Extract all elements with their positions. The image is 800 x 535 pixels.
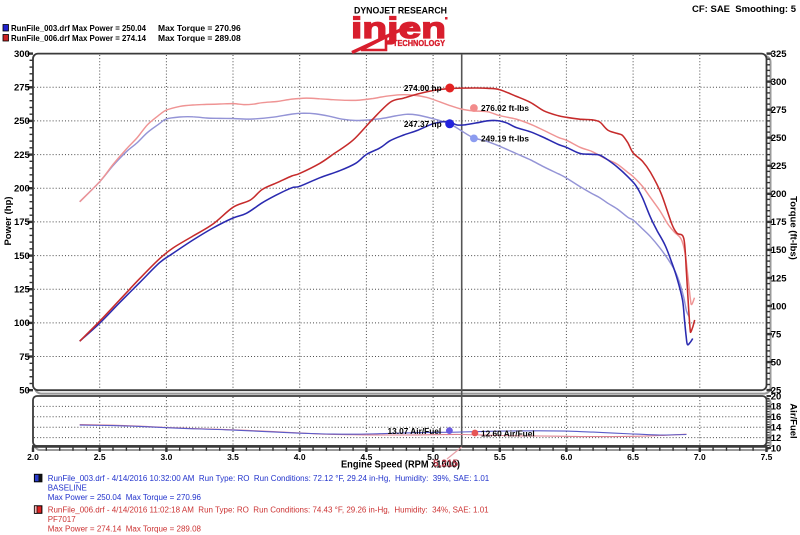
svg-text:6.0: 6.0 <box>560 452 572 462</box>
svg-text:18: 18 <box>771 402 782 413</box>
svg-text:Max Torque = 289.08: Max Torque = 289.08 <box>158 33 241 43</box>
svg-text:20: 20 <box>771 391 782 402</box>
svg-text:250: 250 <box>14 116 30 127</box>
svg-text:3.5: 3.5 <box>227 452 239 462</box>
svg-text:CF: SAE Smoothing: 5: CF: SAE Smoothing: 5 <box>692 4 797 15</box>
svg-text:Max Power = 274.14 Max Torque: Max Power = 274.14 Max Torque = 289.08 <box>48 524 202 533</box>
svg-text:PF7017: PF7017 <box>48 515 77 524</box>
svg-text:274.00 hp: 274.00 hp <box>404 83 444 93</box>
svg-text:Max Torque = 270.96: Max Torque = 270.96 <box>158 23 241 33</box>
svg-text:2.0: 2.0 <box>27 452 39 462</box>
svg-text:325: 325 <box>771 49 788 60</box>
svg-text:RunFile_003.drf - 4/14/2016 10: RunFile_003.drf - 4/14/2016 10:32:00 AM … <box>48 474 490 483</box>
svg-text:Air/Fuel: Air/Fuel <box>788 403 799 438</box>
svg-text:50: 50 <box>771 357 782 368</box>
svg-text:12: 12 <box>771 433 782 444</box>
svg-text:injen: injen <box>351 12 446 45</box>
svg-text:125: 125 <box>14 285 31 296</box>
svg-text:200: 200 <box>14 184 30 195</box>
svg-text:4.0: 4.0 <box>294 452 306 462</box>
svg-text:5.0: 5.0 <box>427 452 439 462</box>
svg-text:300: 300 <box>14 49 30 60</box>
svg-text:16: 16 <box>771 412 782 423</box>
svg-text:150: 150 <box>771 245 787 256</box>
svg-text:Power (hp): Power (hp) <box>3 196 14 245</box>
svg-text:276.02 ft-lbs: 276.02 ft-lbs <box>481 103 529 113</box>
svg-text:225: 225 <box>14 150 31 161</box>
svg-text:7.5: 7.5 <box>761 452 773 462</box>
svg-text:10: 10 <box>771 443 782 454</box>
svg-text:175: 175 <box>771 217 788 228</box>
svg-text:RunFile_003.drf Max Power = 25: RunFile_003.drf Max Power = 250.04 <box>11 23 146 33</box>
svg-text:150: 150 <box>14 251 30 262</box>
svg-text:7.0: 7.0 <box>694 452 706 462</box>
svg-text:Engine Speed (RPM x1000): Engine Speed (RPM x1000) <box>341 459 460 470</box>
svg-text:249.19 ft-lbs: 249.19 ft-lbs <box>481 134 529 144</box>
svg-text:RunFile_006.drf Max Power = 27: RunFile_006.drf Max Power = 274.14 <box>11 33 146 43</box>
svg-text:DYNOJET RESEARCH: DYNOJET RESEARCH <box>354 6 447 16</box>
svg-text:BASELINE: BASELINE <box>48 483 87 492</box>
svg-text:300: 300 <box>771 77 787 88</box>
svg-text:RunFile_006.drf - 4/14/2016 11: RunFile_006.drf - 4/14/2016 11:02:18 AM … <box>48 505 489 514</box>
svg-text:125: 125 <box>771 273 788 284</box>
svg-text:275: 275 <box>14 83 31 94</box>
svg-text:2.5: 2.5 <box>94 452 106 462</box>
svg-text:TECHNOLOGY: TECHNOLOGY <box>393 39 446 48</box>
svg-text:50: 50 <box>19 386 30 397</box>
svg-text:75: 75 <box>19 352 30 363</box>
svg-text:175: 175 <box>14 217 31 228</box>
svg-text:75: 75 <box>771 329 782 340</box>
svg-text:200: 200 <box>771 189 787 200</box>
svg-text:Max Power = 250.04 Max Torque: Max Power = 250.04 Max Torque = 270.96 <box>48 493 202 502</box>
svg-text:100: 100 <box>771 301 787 312</box>
svg-text:6.5: 6.5 <box>627 452 639 462</box>
svg-text:14: 14 <box>771 423 782 434</box>
svg-text:25: 25 <box>771 385 782 396</box>
svg-text:3.0: 3.0 <box>160 452 172 462</box>
svg-text:100: 100 <box>14 318 30 329</box>
svg-text:Torque (ft-lbs): Torque (ft-lbs) <box>788 196 799 260</box>
svg-text:247.37 hp: 247.37 hp <box>404 119 444 129</box>
svg-text:275: 275 <box>771 105 788 116</box>
svg-text:250: 250 <box>771 133 787 144</box>
svg-text:5,215: 5,215 <box>433 458 458 469</box>
svg-text:13.07 Air/Fuel: 13.07 Air/Fuel <box>388 426 444 436</box>
svg-text:4.5: 4.5 <box>360 452 372 462</box>
svg-text:12.60 Air/Fuel: 12.60 Air/Fuel <box>481 428 535 438</box>
svg-text:5.5: 5.5 <box>494 452 506 462</box>
svg-text:225: 225 <box>771 161 788 172</box>
